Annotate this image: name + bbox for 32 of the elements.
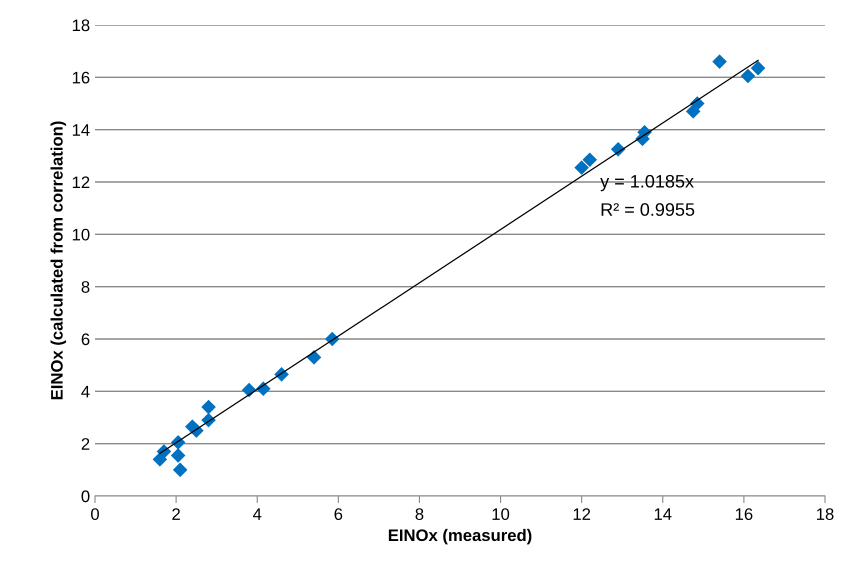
y-axis-title: EINOx (calculated from correlation)	[50, 121, 66, 400]
x-axis-title: EINOx (measured)	[388, 528, 532, 544]
point	[172, 462, 188, 478]
y-tick-label: 8	[82, 281, 90, 293]
annotation: R² = 0.9955	[602, 203, 694, 216]
y-tick-label: 14	[72, 124, 90, 136]
x-tick-label: 2	[172, 508, 180, 520]
point	[740, 68, 756, 84]
annotation: y = 1.0185x	[600, 174, 694, 192]
x-tick-label: 0	[91, 508, 99, 520]
point	[201, 400, 216, 414]
x-tick-label: 18	[817, 508, 834, 520]
y-tick-label: 18	[72, 19, 90, 32]
point	[170, 448, 186, 463]
y-tick-label: 6	[82, 333, 90, 346]
x-tick-label: 14	[654, 508, 672, 520]
point	[582, 152, 598, 168]
y-tick-label: 16	[72, 72, 90, 84]
x-tick-label: 6	[334, 508, 342, 520]
x-tick-label: 16	[736, 508, 752, 520]
x-tick-label: 10	[492, 508, 510, 520]
point	[574, 160, 589, 175]
y-tick-label: 10	[72, 228, 90, 241]
y-tick-label: 12	[72, 176, 90, 188]
x-tick-label: 4	[252, 508, 262, 520]
y-tick-label: 0	[82, 490, 90, 502]
point	[712, 54, 727, 69]
point	[750, 60, 766, 76]
y-tick-label: 4	[81, 386, 90, 398]
x-tick-label: 8	[416, 508, 424, 520]
y-tick-label: 2	[82, 438, 90, 450]
x-tick-label: 12	[574, 508, 590, 520]
